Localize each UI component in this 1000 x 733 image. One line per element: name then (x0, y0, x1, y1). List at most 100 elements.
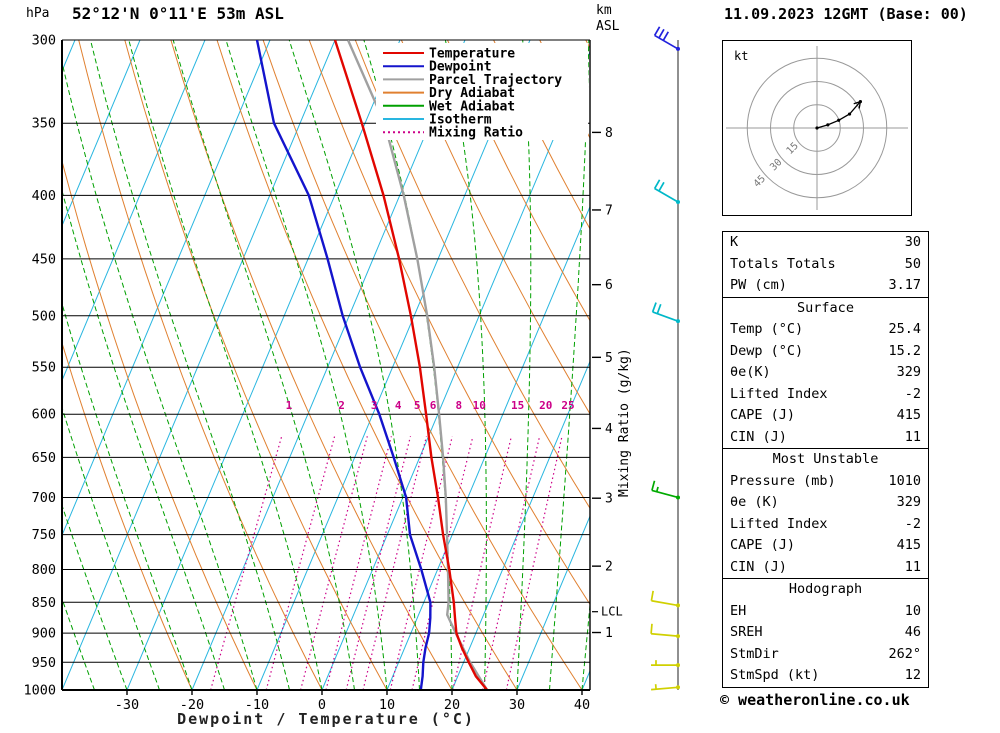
stat-row: Lifted Index -2 (723, 514, 928, 536)
wind-barb (653, 26, 680, 51)
svg-text:850: 850 (32, 595, 56, 611)
svg-text:2: 2 (338, 399, 345, 412)
svg-text:3: 3 (605, 492, 613, 507)
stat-value: 3.17 (888, 277, 921, 293)
svg-text:300: 300 (32, 33, 56, 49)
stat-label: θe(K) (730, 364, 771, 380)
svg-text:950: 950 (32, 655, 56, 671)
sounding-profiles (255, 40, 489, 690)
svg-text:400: 400 (32, 188, 56, 204)
svg-text:30: 30 (509, 697, 525, 713)
stat-value: 415 (896, 407, 921, 423)
svg-text:40: 40 (574, 697, 590, 713)
skewt-chart: 3003504004505005506006507007508008509009… (23, 26, 680, 713)
stat-label: CAPE (J) (730, 407, 796, 423)
stat-row: Temp (°C) 25.4 (723, 319, 928, 341)
stat-value: 50 (904, 255, 921, 272)
stat-label: SREH (730, 624, 763, 640)
stat-value: 11 (904, 558, 921, 575)
svg-text:10: 10 (379, 697, 395, 713)
stat-value: 329 (896, 364, 921, 380)
svg-text:5: 5 (414, 399, 421, 412)
stat-row: θe (K) 329 (723, 492, 928, 514)
svg-text:Parcel Trajectory: Parcel Trajectory (429, 73, 562, 88)
svg-text:6: 6 (430, 399, 437, 412)
stat-row: Totals Totals 50 (723, 254, 928, 276)
stat-value: 262° (888, 645, 921, 662)
stat-row: Dewp (°C) 15.2 (723, 341, 928, 363)
mixing-ratio-axis-label: Mixing Ratio (g/kg) (617, 348, 632, 497)
stat-row: SREH 46 (723, 622, 928, 644)
svg-text:-20: -20 (180, 697, 204, 713)
stat-value: 11 (904, 428, 921, 445)
wind-barb (653, 179, 680, 205)
stats-section: Hodograph EH 10 SREH 46 StmDir 262° StmSpd (kt)… (722, 578, 929, 688)
svg-text:500: 500 (32, 308, 56, 324)
svg-text:3: 3 (371, 399, 378, 412)
stat-label: K (730, 234, 739, 250)
svg-text:8: 8 (456, 399, 463, 412)
stat-value: -2 (904, 385, 921, 402)
stat-label: StmSpd (kt) (730, 667, 820, 683)
stat-label: θe (K) (730, 494, 779, 510)
stat-row: StmDir 262° (723, 644, 928, 666)
stat-row: K 30 (723, 232, 928, 254)
stat-label: EH (730, 602, 747, 619)
svg-text:0: 0 (318, 697, 326, 713)
svg-text:-10: -10 (245, 697, 269, 713)
svg-text:550: 550 (32, 360, 56, 376)
svg-text:Dewpoint: Dewpoint (429, 60, 492, 75)
stat-row: Lifted Index -2 (723, 384, 928, 406)
stats-section-header: Hodograph (788, 581, 863, 597)
stat-label: Totals Totals (730, 255, 836, 272)
asl-label: ASL (596, 19, 620, 34)
stat-label: CIN (J) (730, 558, 787, 575)
stats-section-header: Most Unstable (772, 451, 879, 467)
stat-label: Pressure (mb) (730, 472, 836, 489)
km-axis: 1 2 3 4 5 6 7 8 LCL (592, 126, 623, 641)
svg-text:Temperature: Temperature (429, 47, 515, 62)
dry-adiabat-lines (62, 40, 590, 690)
copyright-link[interactable]: © weatheronline.co.uk (720, 691, 910, 709)
svg-text:350: 350 (32, 116, 56, 132)
stat-row: CAPE (J) 415 (723, 535, 928, 557)
wind-barb (650, 590, 680, 608)
stat-row: EH 10 (723, 601, 928, 623)
svg-text:2: 2 (605, 560, 613, 575)
temperature-axis-label: Dewpoint / Temperature (°C) (177, 710, 475, 728)
svg-text:600: 600 (32, 407, 56, 423)
svg-text:20: 20 (539, 399, 552, 412)
stat-label: Temp (°C) (730, 321, 804, 337)
svg-text:1: 1 (605, 626, 613, 641)
stat-label: Lifted Index (730, 515, 828, 532)
svg-text:450: 450 (32, 251, 56, 267)
stat-label: CIN (J) (730, 428, 787, 445)
stat-value: 415 (896, 537, 921, 553)
svg-text:7: 7 (605, 203, 613, 218)
mixing-ratio-lines (210, 436, 563, 690)
stat-value: 10 (904, 602, 921, 619)
svg-text:800: 800 (32, 562, 56, 578)
wind-barb (650, 623, 680, 639)
svg-text:4: 4 (605, 422, 613, 437)
svg-text:650: 650 (32, 450, 56, 466)
wind-barb (651, 480, 680, 500)
svg-text:-30: -30 (115, 697, 139, 713)
stats-section: Surface Temp (°C) 25.4 Dewp (°C) 15.2 θe(K) 32… (722, 296, 929, 449)
stat-row: CAPE (J) 415 (723, 405, 928, 427)
svg-text:5: 5 (605, 351, 613, 366)
stat-row: θe(K) 329 (723, 362, 928, 384)
svg-text:20: 20 (444, 697, 460, 713)
datetime-label: 11.09.2023 12GMT (Base: 00) (724, 5, 968, 23)
stat-value: 46 (904, 624, 921, 640)
stat-row: CIN (J) 11 (723, 557, 928, 579)
stat-value: 30 (904, 234, 921, 250)
wind-profile (650, 26, 680, 691)
stat-label: Dewp (°C) (730, 342, 804, 359)
stats-section: K 30 Totals Totals 50 PW (cm) 3.17 (722, 231, 929, 298)
svg-text:Isotherm: Isotherm (429, 113, 492, 128)
svg-text:4: 4 (395, 399, 402, 412)
stat-value: 25.4 (888, 321, 921, 337)
pressure-gridlines (62, 39, 590, 691)
